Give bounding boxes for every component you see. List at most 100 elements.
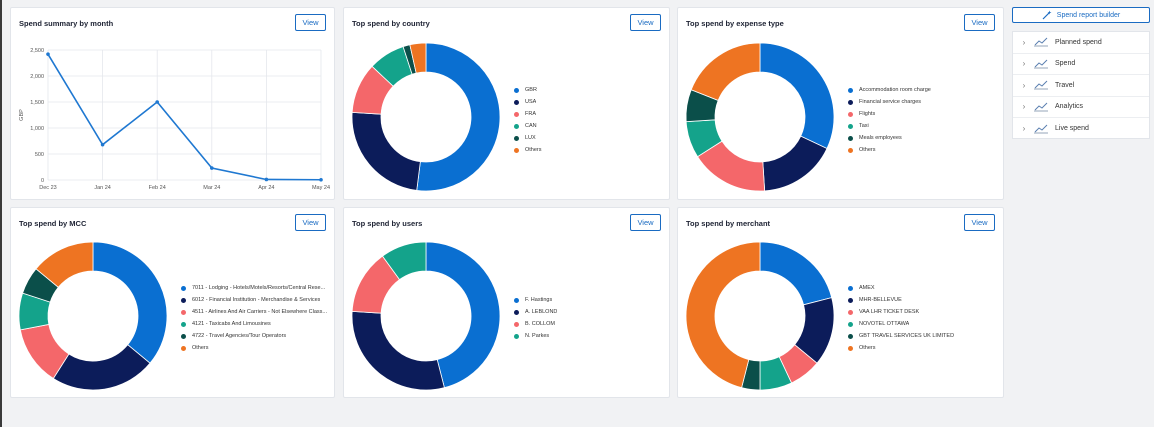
- side-menu-item[interactable]: › Live spend: [1013, 118, 1149, 140]
- data-point[interactable]: [100, 142, 105, 147]
- x-tick-label: Dec 23: [39, 185, 56, 191]
- view-button[interactable]: View: [630, 214, 661, 231]
- y-tick-label: 1,500: [30, 100, 44, 106]
- donut-slice[interactable]: [351, 310, 445, 391]
- legend-item[interactable]: CAN: [514, 120, 664, 132]
- donut-chart: [685, 241, 835, 391]
- card-title: Spend summary by month: [19, 19, 114, 28]
- legend-label: 4121 - Taxicabs And Limousines: [192, 321, 271, 327]
- view-button[interactable]: View: [295, 14, 326, 31]
- legend-label: Accommodation room charge: [859, 87, 931, 93]
- legend-label: Taxi: [859, 123, 869, 129]
- legend-item[interactable]: GBR: [514, 84, 664, 96]
- view-button[interactable]: View: [964, 14, 995, 31]
- legend-item[interactable]: Meals employees: [848, 132, 998, 144]
- donut-slice[interactable]: [759, 241, 833, 306]
- chevron-right-icon: ›: [1022, 59, 1026, 69]
- legend-item[interactable]: Others: [514, 144, 664, 156]
- legend-item[interactable]: Accommodation room charge: [848, 84, 998, 96]
- legend-item[interactable]: Others: [181, 342, 331, 354]
- donut-slice[interactable]: [35, 241, 94, 288]
- side-menu-item[interactable]: › Analytics: [1013, 97, 1149, 118]
- x-tick-label: Mar 24: [203, 185, 220, 191]
- chevron-right-icon: ›: [1022, 80, 1026, 90]
- legend-item[interactable]: USA: [514, 96, 664, 108]
- legend-item[interactable]: F. Hastings: [514, 294, 664, 306]
- y-axis-label: GBP: [19, 109, 25, 121]
- donut-slice[interactable]: [690, 42, 761, 101]
- legend-item[interactable]: 7011 - Lodging - Hotels/Motels/Resorts/C…: [181, 282, 331, 294]
- legend-item[interactable]: 6012 - Financial Institution - Merchandi…: [181, 294, 331, 306]
- legend-swatch: [514, 87, 519, 93]
- legend-label: GBR: [525, 87, 537, 93]
- legend-swatch: [514, 297, 519, 303]
- legend-swatch: [514, 321, 519, 327]
- data-point[interactable]: [319, 177, 323, 182]
- donut-slice[interactable]: [92, 241, 168, 364]
- side-menu-label: Travel: [1055, 81, 1075, 89]
- legend-item[interactable]: NOVOTEL OTTAWA: [848, 318, 998, 330]
- data-point[interactable]: [264, 177, 269, 182]
- legend-item[interactable]: MHR-BELLEVUE: [848, 294, 998, 306]
- view-button[interactable]: View: [964, 214, 995, 231]
- trend-chart-icon: [1034, 80, 1048, 90]
- legend-swatch: [181, 345, 186, 351]
- view-button[interactable]: View: [295, 214, 326, 231]
- legend-item[interactable]: N. Parkes: [514, 330, 664, 342]
- legend-item[interactable]: LUX: [514, 132, 664, 144]
- side-menu-item[interactable]: › Travel: [1013, 75, 1149, 97]
- legend-item[interactable]: Taxi: [848, 120, 998, 132]
- legend-swatch: [514, 135, 519, 141]
- legend-item[interactable]: 4121 - Taxicabs And Limousines: [181, 318, 331, 330]
- donut-slice[interactable]: [762, 135, 828, 192]
- legend-label: 4722 - Travel Agencies/Tour Operators: [192, 333, 287, 339]
- legend-item[interactable]: AMEX: [848, 282, 998, 294]
- legend-swatch: [181, 321, 186, 327]
- chevron-right-icon: ›: [1022, 37, 1026, 47]
- view-button[interactable]: View: [630, 14, 661, 31]
- legend-item[interactable]: VAA LHR TICKET DESK: [848, 306, 998, 318]
- legend-swatch: [848, 297, 853, 303]
- y-tick-label: 1,000: [30, 126, 44, 132]
- legend-label: VAA LHR TICKET DESK: [859, 309, 920, 315]
- legend-label: CAN: [525, 123, 537, 129]
- donut-chart: [351, 241, 501, 391]
- legend-swatch: [514, 99, 519, 105]
- donut-slice[interactable]: [381, 241, 427, 281]
- legend-swatch: [514, 333, 519, 339]
- legend-label: Meals employees: [859, 135, 902, 141]
- legend-label: F. Hastings: [525, 297, 553, 303]
- donut-slice[interactable]: [351, 111, 421, 191]
- data-point[interactable]: [210, 166, 214, 170]
- legend-item[interactable]: Financial service charges: [848, 96, 998, 108]
- legend-item[interactable]: 4722 - Travel Agencies/Tour Operators: [181, 330, 331, 342]
- legend-label: A. LEBLOND: [525, 309, 558, 315]
- legend-item[interactable]: B. COLLOM: [514, 318, 664, 330]
- legend-item[interactable]: Others: [848, 342, 998, 354]
- donut-slice[interactable]: [409, 42, 427, 74]
- legend-item[interactable]: Flights: [848, 108, 998, 120]
- data-point[interactable]: [46, 52, 50, 56]
- legend-swatch: [181, 333, 186, 339]
- legend-swatch: [181, 309, 186, 315]
- legend-item[interactable]: FRA: [514, 108, 664, 120]
- side-menu-item[interactable]: › Spend: [1013, 54, 1149, 75]
- legend-item[interactable]: A. LEBLOND: [514, 306, 664, 318]
- legend-item[interactable]: GBT TRAVEL SERVICES UK LIMITED: [848, 330, 998, 342]
- legend-label: Flights: [859, 111, 876, 117]
- legend-swatch: [181, 285, 186, 291]
- legend-swatch: [848, 333, 853, 339]
- legend-item[interactable]: 4511 - Airlines And Air Carriers - Not E…: [181, 306, 331, 318]
- donut-chart: [351, 42, 501, 192]
- legend-item[interactable]: Others: [848, 144, 998, 156]
- donut-slice[interactable]: [416, 42, 501, 192]
- spend-report-builder-button[interactable]: Spend report builder: [1012, 7, 1150, 23]
- data-point[interactable]: [155, 100, 159, 104]
- donut-slice[interactable]: [52, 344, 151, 391]
- chart-legend: F. Hastings A. LEBLOND B. COLLOM N. Parkes: [514, 294, 664, 342]
- donut-slice[interactable]: [425, 241, 501, 389]
- side-menu-item[interactable]: › Planned spend: [1013, 32, 1149, 54]
- card-title: Top spend by expense type: [686, 19, 784, 28]
- donut-slice[interactable]: [685, 241, 761, 389]
- donut-slice[interactable]: [759, 42, 835, 150]
